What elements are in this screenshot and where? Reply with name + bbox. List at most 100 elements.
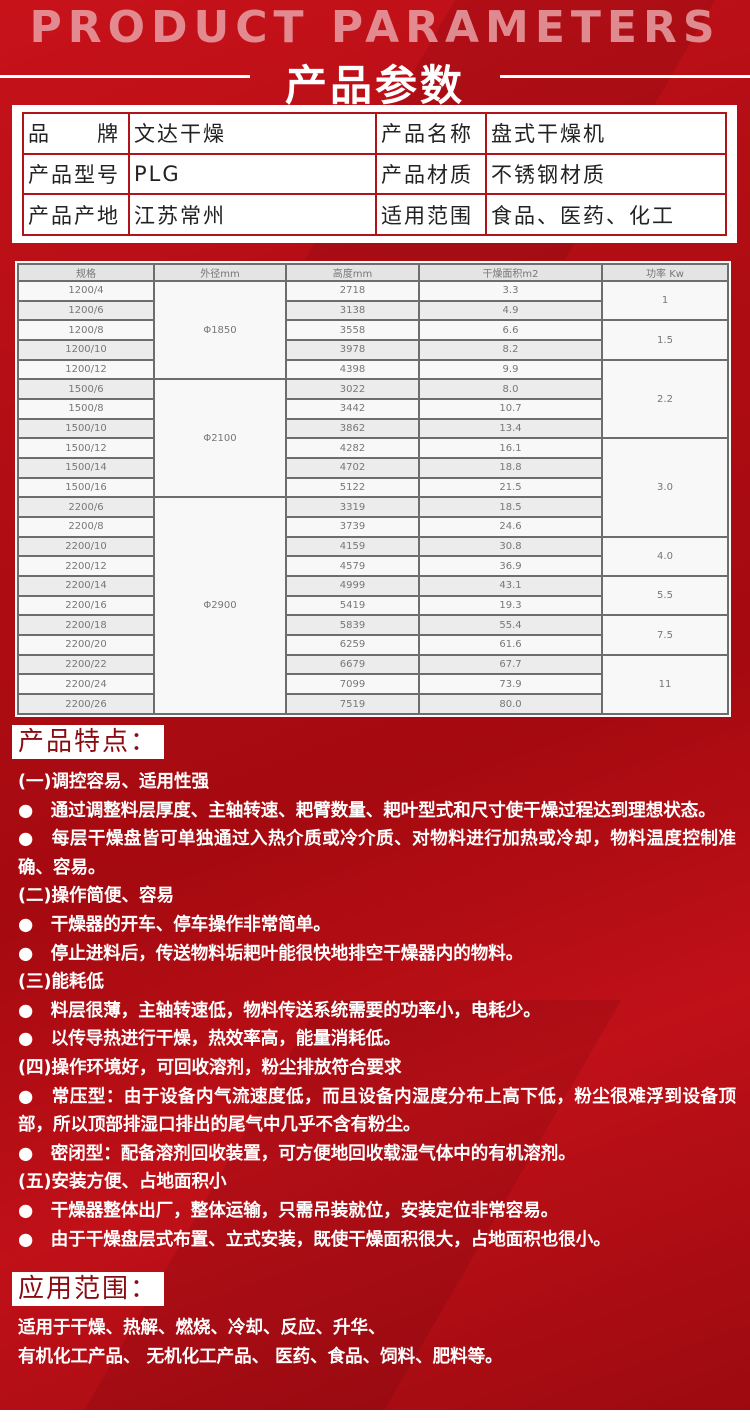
model-cell: 2200/18 [17, 614, 155, 637]
divider [500, 75, 750, 78]
area-cell: 18.5 [418, 496, 603, 519]
area-cell: 19.3 [418, 594, 603, 617]
info-table: 品 牌文达干燥 产品名称 盘式干燥机 产品型号 PLG 产品材质 不锈钢材质 产品产地 江苏常州… [22, 112, 727, 236]
feature-line: ● 以传导热进行干燥，热效率高，能量消耗低。 [18, 1029, 401, 1050]
area-cell: 6.6 [418, 319, 603, 341]
model-cell: 1500/8 [17, 398, 155, 420]
area-cell: 8.2 [418, 339, 603, 361]
feature-line: (四)操作环境好，可回收溶剂，粉尘排放符合要求 [18, 1057, 402, 1078]
spec-table: 规格 外径mm 高度mm 干燥面积m2 功率 Kw 1200/4 Φ1850 2718 3.3 1… [17, 263, 729, 716]
power-cell: 4.0 [601, 535, 729, 578]
area-cell: 16.1 [418, 437, 603, 460]
feature-line: ● 由于干燥盘层式布置、立式安装，既使干燥面积很大，占地面积也很小。 [18, 1229, 611, 1250]
model-cell: 2200/24 [17, 673, 155, 696]
power-cell: 5.5 [601, 575, 729, 617]
feature-line: (三)能耗低 [18, 972, 104, 993]
table-row: 1200/12 4398 9.9 2.2 [17, 358, 729, 440]
column-header: 功率 Kw [601, 263, 729, 282]
area-cell: 55.4 [418, 614, 603, 637]
model-cell: 2200/26 [17, 693, 155, 715]
height-cell: 5839 [285, 614, 420, 637]
area-cell: 4.9 [418, 299, 603, 322]
model-cell: 2200/6 [17, 496, 155, 519]
height-cell: 4159 [285, 535, 420, 558]
column-header: 干燥面积m2 [418, 263, 603, 282]
divider [0, 75, 250, 78]
info-value: 不锈钢材质 [485, 152, 727, 196]
model-cell: 2200/12 [17, 555, 155, 578]
model-cell: 1500/12 [17, 437, 155, 460]
height-cell: 3862 [285, 417, 420, 440]
diameter-cell: Φ1850 [153, 279, 287, 381]
height-cell: 3442 [285, 398, 420, 420]
model-cell: 2200/22 [17, 653, 155, 676]
area-cell: 80.0 [418, 693, 603, 715]
height-cell: 3739 [285, 516, 420, 538]
area-cell: 30.8 [418, 535, 603, 558]
model-cell: 1500/6 [17, 378, 155, 401]
feature-line: ● 干燥器整体出厂，整体运输，只需吊装就位，安装定位非常容易。 [18, 1200, 559, 1221]
height-cell: 3978 [285, 339, 420, 361]
info-row: 品 牌文达干燥 产品名称 盘式干燥机 [22, 112, 727, 155]
area-cell: 13.4 [418, 417, 603, 440]
area-cell: 10.7 [418, 398, 603, 420]
area-cell: 43.1 [418, 575, 603, 597]
info-value: 食品、医药、化工 [485, 193, 727, 236]
height-cell: 7519 [285, 693, 420, 715]
height-cell: 2718 [285, 280, 420, 302]
table-row: 1500/8 3442 10.7 [17, 398, 728, 420]
info-value: PLG [128, 152, 377, 196]
column-header: 规格 [17, 263, 155, 282]
feature-line: ● 常压型：由于设备内气流速度低，而且设备内湿度分布上高下低，粉尘很难浮到设备顶… [18, 1086, 736, 1136]
table-row: 1200/4 Φ1850 2718 3.3 1 [17, 279, 729, 381]
model-cell: 2200/10 [17, 535, 155, 558]
model-cell: 1500/14 [17, 457, 155, 479]
page-title: 产品参数 [284, 61, 465, 110]
info-label: 产品材质 [375, 152, 487, 196]
power-cell: 2.2 [601, 358, 729, 440]
applications-heading: 应用范围： [12, 1272, 165, 1307]
area-cell: 21.5 [418, 476, 603, 499]
model-cell: 2200/14 [17, 575, 155, 597]
diameter-cell: Φ2100 [153, 378, 287, 499]
info-label: 产品名称 [375, 112, 487, 155]
model-cell: 1500/16 [17, 476, 155, 499]
info-label: 产品型号 [22, 152, 130, 196]
feature-line: ● 停止进料后，传送物料垢耙叶能很快地排空干燥器内的物料。 [18, 943, 524, 964]
table-row: 2200/12 4579 36.9 [17, 555, 728, 578]
feature-line: ● 密闭型：配备溶剂回收装置，可方便地回收载湿气体中的有机溶剂。 [18, 1143, 576, 1164]
area-cell: 9.9 [418, 358, 603, 381]
height-cell: 6679 [285, 653, 420, 676]
table-row: 2200/22 6679 67.7 11 [17, 653, 729, 716]
table-row: 2200/20 6259 61.6 [17, 634, 728, 656]
power-cell: 11 [601, 653, 729, 716]
features-list: (一)调控容易、适用性强 ● 通过调整料层厚度、主轴转速、耙臂数量、耙叶型式和尺寸… [18, 768, 736, 1254]
info-value: 江苏常州 [128, 193, 377, 236]
application-line: 有机化工产品、 无机化工产品、 医药、食品、饲料、肥料等。 [18, 1346, 503, 1367]
power-cell: 1 [601, 279, 729, 322]
height-cell: 4398 [285, 358, 420, 381]
height-cell: 4579 [285, 555, 420, 578]
feature-line: (五)安装方便、占地面积小 [18, 1172, 227, 1193]
table-row: 1500/16 5122 21.5 [17, 476, 728, 499]
height-cell: 5419 [285, 594, 420, 617]
area-cell: 24.6 [418, 516, 603, 538]
table-row: 1500/6 Φ2100 3022 8.0 [17, 378, 728, 499]
feature-line: ● 每层干燥盘皆可单独通过入热介质或冷介质、对物料进行加热或冷却，物料温度控制准… [18, 829, 736, 878]
model-cell: 1200/8 [17, 319, 155, 341]
height-cell: 3319 [285, 496, 420, 519]
area-cell: 3.3 [418, 280, 603, 302]
spec-table-box: 规格 外径mm 高度mm 干燥面积m2 功率 Kw 1200/4 Φ1850 2718 3.3 1… [15, 261, 731, 717]
height-cell: 6259 [285, 634, 420, 656]
feature-line: ● 干燥器的开车、停车操作非常简单。 [18, 914, 331, 935]
height-cell: 4282 [285, 437, 420, 460]
table-row: 1500/12 4282 16.1 3.0 [17, 437, 729, 538]
text-section: 产品特点： (一)调控容易、适用性强 ● 通过调整料层厚度、主轴转速、耙臂数量、耙… [0, 725, 750, 1371]
application-line: 适用于干燥、热解、燃烧、冷却、反应、升华、 [18, 1318, 386, 1339]
feature-line: (二)操作简便、容易 [18, 886, 174, 907]
info-label: 产品产地 [22, 193, 130, 236]
model-cell: 2200/8 [17, 516, 155, 538]
area-cell: 67.7 [418, 653, 603, 676]
area-cell: 18.8 [418, 457, 603, 479]
info-row: 产品型号 PLG 产品材质 不锈钢材质 [22, 152, 727, 196]
